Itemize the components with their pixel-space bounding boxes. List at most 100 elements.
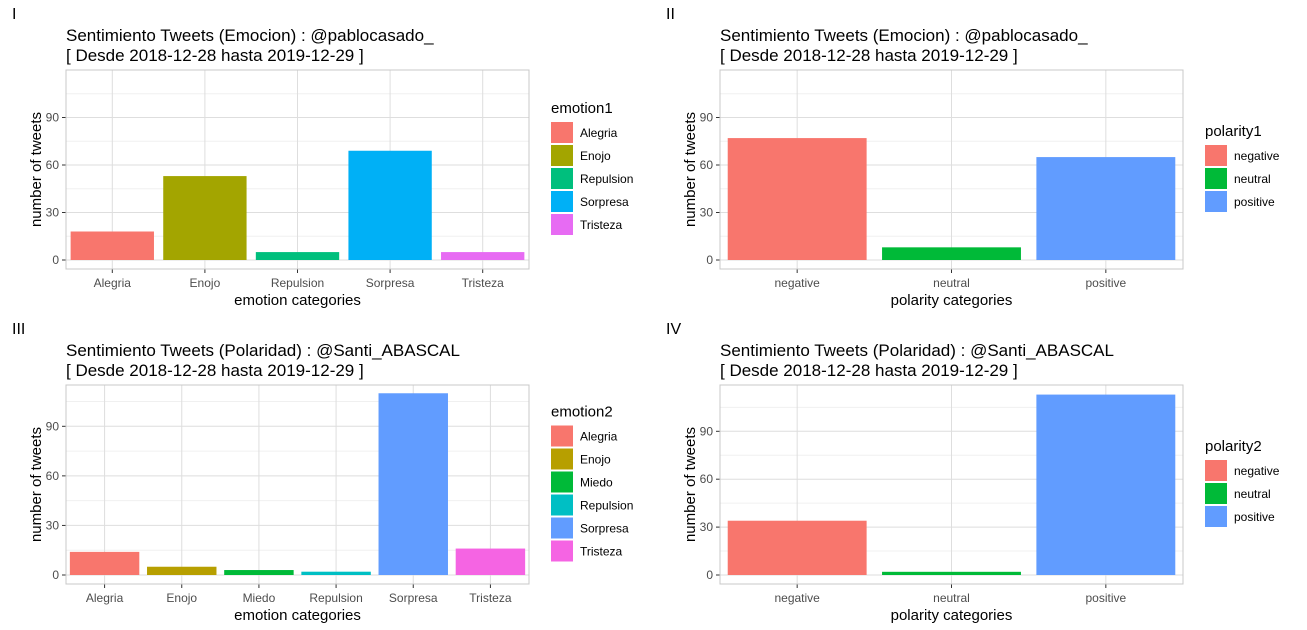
y-tick-label: 60: [46, 158, 60, 172]
chart-title-line1: Sentimiento Tweets (Emocion) : @pablocas…: [720, 26, 1088, 45]
legend-swatch: [551, 145, 573, 166]
x-tick-label: positive: [1085, 591, 1126, 605]
legend-swatch: [551, 425, 573, 447]
legend-label: Enojo: [580, 453, 611, 467]
x-tick-label: Enojo: [166, 591, 197, 605]
legend-label: Alegria: [580, 430, 618, 444]
legend-label: neutral: [1234, 487, 1271, 501]
legend-swatch: [551, 471, 573, 493]
chart-title-line1: Sentimiento Tweets (Polaridad) : @Santi_…: [66, 341, 460, 360]
legend-swatch: [551, 122, 573, 143]
legend-label: Miedo: [580, 476, 613, 490]
y-tick-label: 30: [46, 518, 60, 532]
panel-label: I: [12, 6, 16, 23]
y-tick-label: 90: [700, 424, 714, 438]
plot-border: [65, 69, 530, 270]
x-axis-title: emotion categories: [234, 292, 361, 309]
legend-swatch: [551, 168, 573, 189]
panel-label: IV: [666, 321, 681, 338]
chart-panel-1: I Sentimiento Tweets (Emocion) : @pabloca…: [0, 0, 653, 315]
plot-border: [65, 384, 530, 585]
legend-label: Alegria: [580, 126, 618, 140]
x-tick-label: negative: [774, 591, 820, 605]
y-tick-label: 30: [700, 520, 714, 534]
panel-label: III: [12, 321, 25, 338]
bar-tristeza: [455, 548, 526, 575]
legend-swatch: [551, 448, 573, 470]
y-tick-label: 0: [52, 568, 59, 582]
x-tick-label: Alegria: [86, 591, 124, 605]
legend-label: negative: [1234, 149, 1280, 163]
chart-title-line2: [ Desde 2018-12-28 hasta 2019-12-29 ]: [66, 46, 364, 65]
bar-negative: [727, 138, 867, 260]
x-tick-label: positive: [1085, 276, 1126, 290]
y-tick-label: 90: [46, 419, 60, 433]
legend-swatch: [1205, 506, 1227, 527]
panel-label: II: [666, 6, 675, 23]
legend-label: negative: [1234, 464, 1280, 478]
legend-swatch: [1205, 168, 1227, 189]
legend-swatch: [551, 191, 573, 212]
legend-label: Tristeza: [580, 545, 623, 559]
chart-svg-2: II Sentimiento Tweets (Emocion) : @pabloc…: [666, 6, 1280, 309]
plot-border: [719, 69, 1184, 270]
x-tick-label: Repulsion: [271, 276, 324, 290]
legend-label: positive: [1234, 195, 1275, 209]
legend-title: emotion2: [551, 404, 613, 421]
y-tick-label: 0: [706, 568, 713, 582]
x-tick-label: Miedo: [243, 591, 276, 605]
legend-swatch: [1205, 483, 1227, 504]
chart-title-line1: Sentimiento Tweets (Polaridad) : @Santi_…: [720, 341, 1114, 360]
legend-swatch: [551, 494, 573, 516]
legend-swatch: [1205, 145, 1227, 166]
bar-sorpresa: [348, 150, 432, 260]
legend-label: Sorpresa: [580, 195, 629, 209]
legend-swatch: [551, 540, 573, 562]
x-tick-label: Alegria: [94, 276, 132, 290]
bar-alegria: [69, 551, 140, 575]
bar-enojo: [147, 566, 217, 575]
bar-positive: [1036, 394, 1176, 575]
bar-miedo: [224, 570, 294, 575]
x-axis-title: polarity categories: [891, 292, 1013, 309]
x-tick-label: Tristeza: [469, 591, 512, 605]
legend-label: positive: [1234, 510, 1275, 524]
bar-sorpresa: [378, 393, 448, 575]
legend-swatch: [1205, 460, 1227, 481]
y-tick-label: 60: [46, 469, 60, 483]
bar-neutral: [882, 571, 1021, 575]
x-tick-label: Tristeza: [462, 276, 505, 290]
x-tick-label: neutral: [933, 591, 970, 605]
x-tick-label: Repulsion: [309, 591, 362, 605]
plot-border: [719, 384, 1184, 585]
bar-enojo: [163, 176, 247, 260]
y-tick-label: 60: [700, 158, 714, 172]
y-tick-label: 0: [52, 253, 59, 267]
y-tick-label: 30: [700, 206, 714, 220]
legend-title: emotion1: [551, 100, 613, 117]
chart-panel-3: III Sentimiento Tweets (Polaridad) : @San…: [0, 315, 653, 630]
chart-panel-4: IV Sentimiento Tweets (Polaridad) : @Sant…: [654, 315, 1307, 630]
bar-repulsion: [255, 252, 340, 260]
y-tick-label: 30: [46, 206, 60, 220]
legend-label: neutral: [1234, 172, 1271, 186]
x-tick-label: Enojo: [190, 276, 221, 290]
bar-tristeza: [441, 252, 525, 260]
x-tick-label: Sorpresa: [389, 591, 438, 605]
bar-positive: [1036, 157, 1176, 260]
chart-panel-2: II Sentimiento Tweets (Emocion) : @pabloc…: [654, 0, 1307, 315]
x-tick-label: neutral: [933, 276, 970, 290]
chart-title-line2: [ Desde 2018-12-28 hasta 2019-12-29 ]: [66, 361, 364, 380]
x-axis-title: emotion categories: [234, 607, 361, 624]
y-tick-label: 0: [706, 253, 713, 267]
chart-title-line2: [ Desde 2018-12-28 hasta 2019-12-29 ]: [720, 46, 1018, 65]
y-axis-title: number of tweets: [682, 427, 699, 542]
bar-repulsion: [301, 571, 371, 575]
y-tick-label: 60: [700, 472, 714, 486]
x-tick-label: negative: [774, 276, 820, 290]
legend-label: Tristeza: [580, 218, 623, 232]
chart-svg-3: III Sentimiento Tweets (Polaridad) : @San…: [12, 321, 633, 624]
legend-swatch: [551, 517, 573, 539]
legend-label: Sorpresa: [580, 522, 629, 536]
bar-neutral: [882, 247, 1021, 260]
